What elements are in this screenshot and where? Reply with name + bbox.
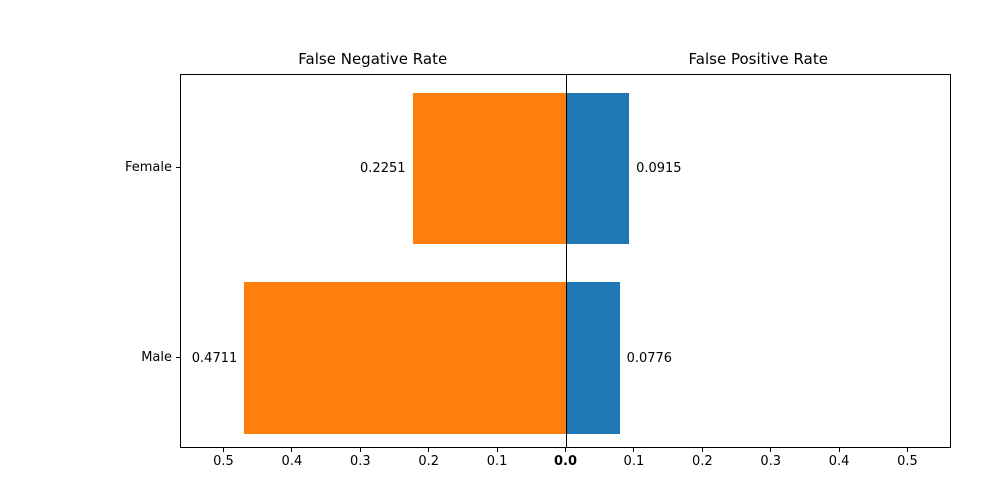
x-tick-mark (291, 448, 293, 452)
y-tick-mark-male (176, 356, 180, 358)
left-axes-title: False Negative Rate (298, 50, 448, 68)
value-label-false-negative-male: 0.4711 (191, 350, 238, 366)
bar-false-positive-male (566, 282, 620, 434)
x-tick-label: 0.5 (213, 454, 234, 469)
x-tick-label: 0.2 (691, 454, 713, 469)
x-tick-mark (838, 448, 840, 452)
x-tick-mark (428, 448, 430, 452)
y-tick-label-male: Male (141, 349, 172, 365)
x-tick-mark (359, 448, 361, 452)
x-tick-mark (770, 448, 772, 452)
value-label-false-negative-female: 0.2251 (360, 161, 406, 176)
x-tick-mark (906, 448, 908, 452)
x-tick-mark (565, 448, 566, 452)
x-tick-label: 0.0 (553, 454, 578, 469)
x-tick-label: 0.3 (760, 454, 782, 469)
x-tick-label: 0.3 (349, 454, 371, 469)
bar-false-negative-female (412, 92, 567, 245)
x-tick-label: 0.1 (623, 454, 645, 469)
x-tick-label: 0.1 (486, 454, 508, 469)
value-label-false-positive-female: 0.0915 (636, 161, 682, 176)
x-tick-mark (223, 448, 224, 452)
y-tick-mark-female (176, 167, 180, 168)
bar-false-positive-female (566, 92, 630, 245)
x-tick-mark (633, 448, 635, 452)
x-tick-label: 0.2 (418, 454, 440, 469)
value-label-false-positive-male: 0.0776 (626, 350, 673, 366)
bar-false-negative-male (244, 282, 567, 434)
zero-line (565, 75, 568, 447)
x-tick-label: 0.4 (281, 454, 303, 469)
right-axes-title: False Positive Rate (688, 50, 828, 68)
y-tick-label-female: Female (124, 160, 172, 175)
x-tick-mark (701, 448, 703, 452)
x-tick-mark (496, 448, 498, 452)
x-tick-label: 0.5 (897, 454, 918, 469)
plot-area: 0.2251 0.0915 0.4711 0.0776 (180, 74, 951, 448)
x-tick-label: 0.4 (828, 454, 850, 469)
